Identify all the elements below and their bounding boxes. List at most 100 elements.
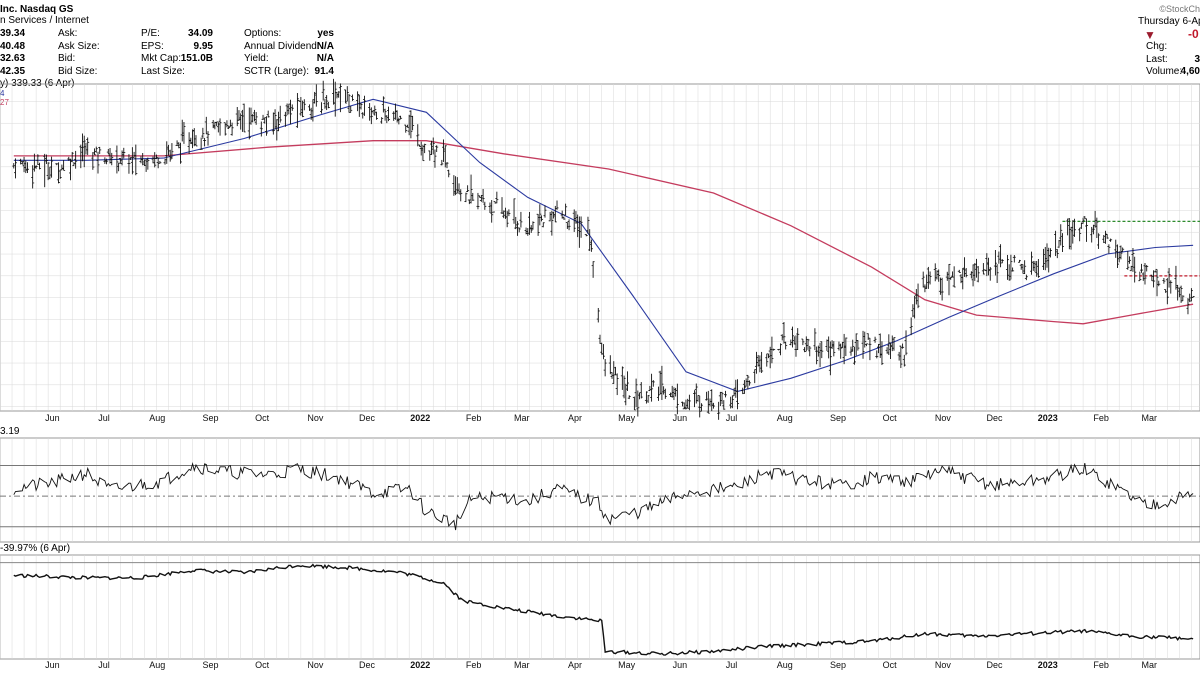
price-panel-border (0, 83, 1200, 412)
right-label: Last: (1146, 53, 1168, 65)
fund-label: P/E: (141, 28, 160, 39)
x-tick-label: Aug (149, 413, 165, 423)
right-value: 4,60 (1180, 66, 1200, 77)
x-tick-label: Jul (98, 660, 110, 670)
fundamentals-values: 34.09 9.95 151.0B (180, 28, 213, 78)
rsi-panel-border (0, 437, 1200, 543)
ma200-legend: 27 (0, 98, 9, 107)
fund-value: 9.95 (193, 40, 213, 52)
fundamentals-labels: P/E: EPS: Mkt Cap: Last Size: (141, 28, 185, 78)
quote-value: 39.34 (0, 28, 26, 39)
x-tick-label: Sep (203, 413, 219, 423)
rsi-line (13, 462, 1194, 531)
x-tick-label: Oct (255, 413, 270, 423)
series-lines (13, 98, 1194, 656)
x-tick-label: Sep (830, 413, 846, 423)
ma50-legend: 4 (0, 89, 5, 98)
quote-value: 40.48 (0, 40, 26, 52)
x-tick-label: Mar (1141, 413, 1157, 423)
x-tick-label: Nov (307, 660, 324, 670)
x-tick-label: May (618, 660, 636, 670)
right-labels: Chg: Last: Volume: (1146, 41, 1182, 79)
opt-label: Options: (244, 28, 282, 39)
fund-label: Mkt Cap: (141, 53, 182, 64)
level-lines (0, 220, 1200, 564)
opt-value: N/A (316, 53, 334, 64)
quote-label: Ask: (58, 28, 78, 39)
industry-text: n Services / Internet (0, 15, 89, 26)
x-tick-label: Feb (466, 413, 482, 423)
x-axis-labels: Jun Jun Jul Jul Aug Aug Sep Sep Oct Oct Nov Nov Dec D… (45, 413, 1157, 670)
x-tick-label: Jul (726, 660, 738, 670)
ma200-line (13, 140, 1194, 325)
x-tick-label: May (618, 413, 636, 423)
x-tick-label: Apr (568, 413, 582, 423)
right-label: Volume: (1146, 66, 1183, 77)
relative-panel-border (0, 554, 1200, 660)
quote-value: 42.35 (0, 65, 26, 77)
x-tick-label: Jul (726, 413, 738, 423)
opt-label: Yield: (244, 53, 269, 64)
quote-label: Bid Size: (58, 65, 98, 77)
x-tick-label: Sep (830, 660, 846, 670)
ohlc-bars (12, 78, 1195, 420)
watermark: ©StockCh (1159, 4, 1200, 14)
quote-col-values: 39.34 40.48 32.63 42.35 (0, 28, 40, 78)
ma50-line (13, 98, 1194, 392)
x-tick-label: Apr (568, 660, 582, 670)
down-arrow-icon: ▼ (1144, 28, 1156, 42)
x-tick-label: Oct (883, 660, 898, 670)
grid (0, 84, 1200, 659)
opt-value: 91.4 (314, 65, 334, 77)
x-tick-label: Nov (307, 413, 324, 423)
fund-value: 151.0B (180, 53, 213, 64)
x-tick-label: Jun (673, 413, 688, 423)
x-tick-label: Mar (1141, 660, 1157, 670)
x-tick-label: Feb (466, 660, 482, 670)
ticker-name: Inc. Nasdaq GS (0, 4, 74, 15)
opt-label: Annual Dividend: (244, 40, 320, 52)
x-tick-label: Jun (45, 660, 60, 670)
opt-value: yes (317, 28, 334, 39)
x-tick-label: 2023 (1038, 660, 1058, 670)
quote-value: 32.63 (0, 53, 26, 64)
x-tick-label: Aug (777, 413, 793, 423)
x-tick-label: Mar (514, 660, 530, 670)
change-value: -0 (1188, 27, 1199, 41)
right-label: Chg: (1146, 41, 1168, 52)
x-tick-label: Jul (98, 413, 110, 423)
x-tick-label: Oct (883, 413, 898, 423)
x-tick-label: Jun (45, 413, 60, 423)
rsi-legend: 3.19 (0, 426, 20, 437)
x-tick-label: Aug (149, 660, 165, 670)
x-tick-label: Mar (514, 413, 530, 423)
quote-col-labels: Ask: Ask Size: Bid: Bid Size: (58, 28, 100, 78)
fund-value: 34.09 (187, 28, 213, 39)
ticker-title: Inc. Nasdaq GS (0, 4, 73, 16)
x-tick-label: Feb (1093, 413, 1109, 423)
quote-label: Ask Size: (58, 40, 100, 52)
x-tick-label: Dec (986, 660, 1003, 670)
date-line: Thursday 6-Ap (1138, 16, 1200, 27)
x-tick-label: Dec (359, 660, 376, 670)
x-tick-label: 2023 (1038, 413, 1058, 423)
right-value: 3 (1194, 53, 1200, 65)
x-tick-label: Dec (359, 413, 376, 423)
x-tick-label: Dec (986, 413, 1003, 423)
relative-legend: -39.97% (6 Apr) (0, 543, 71, 554)
fund-label: Last Size: (141, 65, 185, 77)
right-values: 3 4,60 (1180, 41, 1200, 79)
x-tick-label: Jun (673, 660, 688, 670)
opt-value: N/A (316, 40, 334, 52)
x-tick-label: Oct (255, 660, 270, 670)
options-labels: Options: Annual Dividend: Yield: SCTR (L… (244, 28, 320, 78)
relative-line (13, 563, 1194, 656)
x-tick-label: Feb (1093, 660, 1109, 670)
opt-label: SCTR (Large): (244, 65, 310, 77)
x-tick-label: 2022 (410, 413, 430, 423)
options-values: yes N/A N/A 91.4 (300, 28, 334, 78)
ticker-industry: n Services / Internet (0, 15, 89, 27)
quote-label: Bid: (58, 53, 76, 64)
x-tick-label: Sep (203, 660, 219, 670)
